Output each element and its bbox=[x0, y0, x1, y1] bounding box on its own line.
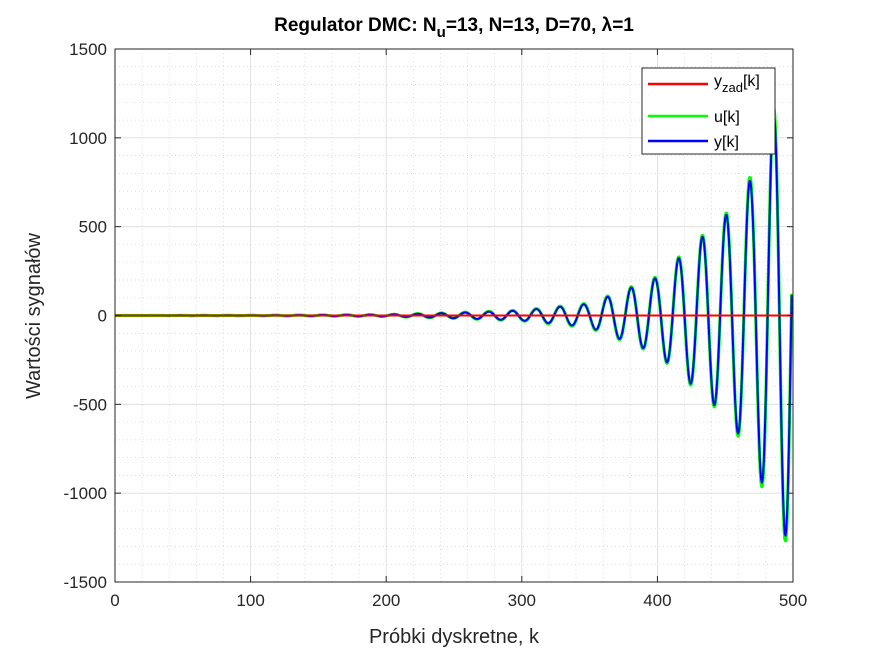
legend-label-y: y[k] bbox=[714, 134, 739, 151]
y-tick-label: 1000 bbox=[69, 129, 107, 148]
ticks bbox=[114, 48, 794, 583]
y-tick-label: 1500 bbox=[69, 40, 107, 59]
y-tick-label: -500 bbox=[73, 395, 107, 414]
x-axis-label: Próbki dyskretne, k bbox=[369, 626, 540, 648]
y-tick-label: 0 bbox=[98, 307, 107, 326]
x-tick-label: 400 bbox=[643, 591, 671, 610]
y-axis-label: Wartości sygnałów bbox=[23, 232, 45, 399]
x-tick-label: 500 bbox=[779, 591, 807, 610]
chart-title: Regulator DMC: Nu=13, N=13, D=70, λ=1 bbox=[274, 15, 634, 41]
series-layer bbox=[114, 106, 794, 543]
tick-labels: 0 100 200 300 400 500 -1500 -1000 -500 0 500 1000 15… bbox=[64, 40, 808, 610]
x-tick-label: 300 bbox=[508, 591, 536, 610]
legend: yzad[k] u[k] y[k] bbox=[641, 67, 776, 155]
y-tick-label: -1000 bbox=[64, 484, 107, 503]
x-tick-label: 0 bbox=[110, 591, 119, 610]
x-tick-label: 100 bbox=[236, 591, 264, 610]
y-tick-label: 500 bbox=[79, 218, 107, 237]
x-tick-label: 200 bbox=[372, 591, 400, 610]
legend-box bbox=[641, 67, 776, 155]
legend-label-u: u[k] bbox=[714, 109, 740, 126]
y-tick-label: -1500 bbox=[64, 573, 107, 592]
legend-label-yzad: yzad[k] bbox=[714, 73, 760, 95]
